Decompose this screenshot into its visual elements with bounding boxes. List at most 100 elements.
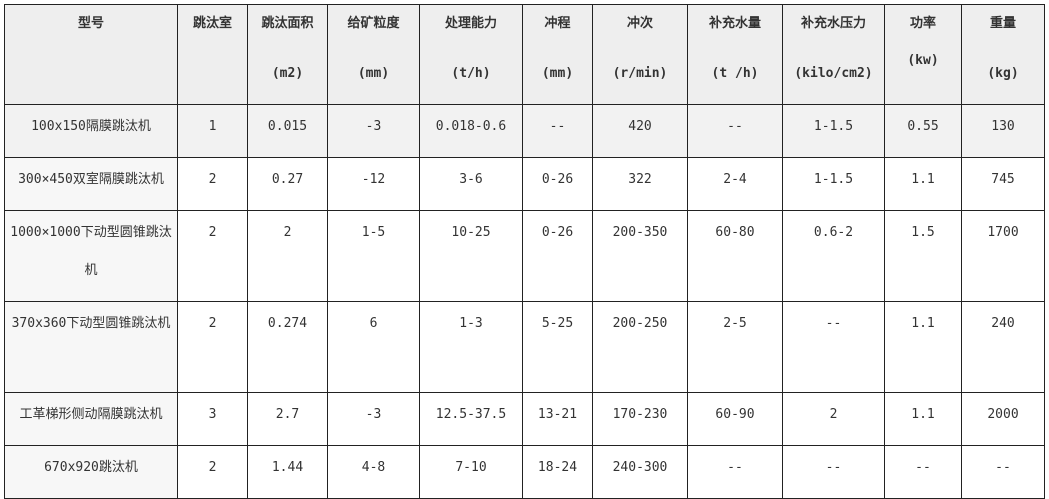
cell-stroke-rate: 322: [592, 157, 688, 211]
header-water-volume: 补充水量 (t /h): [687, 4, 783, 105]
cell-jig-chamber: 2: [177, 210, 248, 302]
cell-stroke: 13-21: [522, 392, 593, 446]
cell-water-pressure: 1-1.5: [782, 104, 885, 158]
cell-stroke: 0-26: [522, 157, 593, 211]
cell-water-pressure: 0.6-2: [782, 210, 885, 302]
cell-capacity: 12.5-37.5: [419, 392, 523, 446]
cell-feed-size: 6: [327, 301, 420, 393]
header-title: 补充水量: [708, 16, 761, 31]
cell-stroke-rate: 240-300: [592, 445, 688, 499]
cell-weight: 240: [961, 301, 1045, 393]
cell-feed-size: 1-5: [327, 210, 420, 302]
cell-jig-area: 1.44: [247, 445, 328, 499]
header-title: 给矿粒度: [347, 16, 400, 31]
cell-weight: 745: [961, 157, 1045, 211]
cell-stroke-rate: 200-250: [592, 301, 688, 393]
header-capacity: 处理能力 (t/h): [419, 4, 523, 105]
cell-water-volume: --: [687, 445, 783, 499]
cell-capacity: 10-25: [419, 210, 523, 302]
header-power: 功率 (kw): [884, 4, 962, 105]
cell-jig-chamber: 3: [177, 392, 248, 446]
header-title: 冲程: [544, 16, 571, 31]
cell-capacity: 7-10: [419, 445, 523, 499]
table-row: 300×450双室隔膜跳汰机 2 0.27 -12 3-6 0-26 322 2-4 1-1.5…: [4, 157, 1045, 211]
table-row: 370x360下动型圆锥跳汰机 2 0.274 6 1-3 5-25 200-250 2-5-…: [4, 301, 1045, 393]
cell-stroke-rate: 420: [592, 104, 688, 158]
header-unit: (mm): [541, 66, 574, 81]
header-unit: (kilo/cm2): [794, 66, 873, 81]
header-title: 型号: [77, 16, 104, 31]
cell-jig-chamber: 2: [177, 445, 248, 499]
cell-stroke-rate: 170-230: [592, 392, 688, 446]
header-row: 型号 跳汰室 跳汰面积 (m2) 给矿粒度 (mm) 处理能力 (t/h) 冲程 (mm) 冲次 (r…: [4, 4, 1045, 105]
jig-spec-table: 型号 跳汰室 跳汰面积 (m2) 给矿粒度 (mm) 处理能力 (t/h) 冲程 (mm) 冲次 (r…: [4, 4, 1045, 499]
cell-stroke: --: [522, 104, 593, 158]
table-row: 670x920跳汰机 2 1.44 4-8 7-10 18-24 240-300 -- -- --…: [4, 445, 1045, 499]
cell-weight: 1700: [961, 210, 1045, 302]
cell-model: 工革梯形侧动隔膜跳汰机: [4, 392, 178, 446]
cell-weight: --: [961, 445, 1045, 499]
header-water-pressure: 补充水压力 (kilo/cm2): [782, 4, 885, 105]
header-title: 功率: [909, 16, 936, 31]
header-jig-area: 跳汰面积 (m2): [247, 4, 328, 105]
cell-water-pressure: --: [782, 301, 885, 393]
cell-capacity: 3-6: [419, 157, 523, 211]
header-title: 冲次: [626, 16, 653, 31]
cell-jig-area: 0.015: [247, 104, 328, 158]
cell-water-pressure: 1-1.5: [782, 157, 885, 211]
cell-feed-size: -3: [327, 104, 420, 158]
header-unit: (t/h): [451, 66, 491, 81]
header-stroke-rate: 冲次 (r/min): [592, 4, 688, 105]
cell-feed-size: -3: [327, 392, 420, 446]
cell-power: --: [884, 445, 962, 499]
cell-jig-area: 2: [247, 210, 328, 302]
cell-water-volume: 2-4: [687, 157, 783, 211]
cell-jig-chamber: 2: [177, 301, 248, 393]
cell-model: 370x360下动型圆锥跳汰机: [4, 301, 178, 393]
cell-capacity: 0.018-0.6: [419, 104, 523, 158]
cell-stroke: 5-25: [522, 301, 593, 393]
cell-jig-chamber: 1: [177, 104, 248, 158]
cell-jig-area: 2.7: [247, 392, 328, 446]
cell-model: 1000×1000下动型圆锥跳汰机: [4, 210, 178, 302]
header-title: 跳汰室: [192, 16, 232, 31]
cell-weight: 130: [961, 104, 1045, 158]
cell-jig-chamber: 2: [177, 157, 248, 211]
header-unit: (kg): [987, 66, 1019, 81]
cell-water-volume: --: [687, 104, 783, 158]
header-unit: (kw): [907, 53, 939, 68]
header-feed-size: 给矿粒度 (mm): [327, 4, 420, 105]
table-row: 工革梯形侧动隔膜跳汰机 3 2.7 -3 12.5-37.5 13-21 170-230 60…: [4, 392, 1045, 446]
header-model: 型号: [4, 4, 178, 105]
header-stroke: 冲程 (mm): [522, 4, 593, 105]
cell-stroke: 0-26: [522, 210, 593, 302]
cell-capacity: 1-3: [419, 301, 523, 393]
cell-water-volume: 2-5: [687, 301, 783, 393]
cell-water-pressure: 2: [782, 392, 885, 446]
cell-power: 0.55: [884, 104, 962, 158]
cell-water-volume: 60-80: [687, 210, 783, 302]
header-unit: (r/min): [612, 66, 668, 81]
header-title: 重量: [989, 16, 1016, 31]
header-jig-chamber: 跳汰室: [177, 4, 248, 105]
cell-stroke: 18-24: [522, 445, 593, 499]
cell-power: 1.1: [884, 392, 962, 446]
cell-power: 1.1: [884, 157, 962, 211]
cell-model: 670x920跳汰机: [4, 445, 178, 499]
cell-model: 100x150隔膜跳汰机: [4, 104, 178, 158]
table-row: 100x150隔膜跳汰机 1 0.015 -3 0.018-0.6 -- 420 -- 1-1.…: [4, 104, 1045, 158]
header-unit: (mm): [357, 66, 390, 81]
table-row: 1000×1000下动型圆锥跳汰机 2 2 1-5 10-25 0-26 200-350 60…: [4, 210, 1045, 302]
cell-jig-area: 0.27: [247, 157, 328, 211]
header-title: 补充水压力: [800, 16, 866, 31]
header-unit: (m2): [271, 66, 304, 81]
header-title: 处理能力: [444, 16, 497, 31]
header-unit: (t /h): [711, 66, 759, 81]
header-title: 跳汰面积: [261, 16, 314, 31]
cell-water-pressure: --: [782, 445, 885, 499]
cell-power: 1.1: [884, 301, 962, 393]
cell-jig-area: 0.274: [247, 301, 328, 393]
header-weight: 重量 (kg): [961, 4, 1045, 105]
cell-feed-size: -12: [327, 157, 420, 211]
cell-water-volume: 60-90: [687, 392, 783, 446]
